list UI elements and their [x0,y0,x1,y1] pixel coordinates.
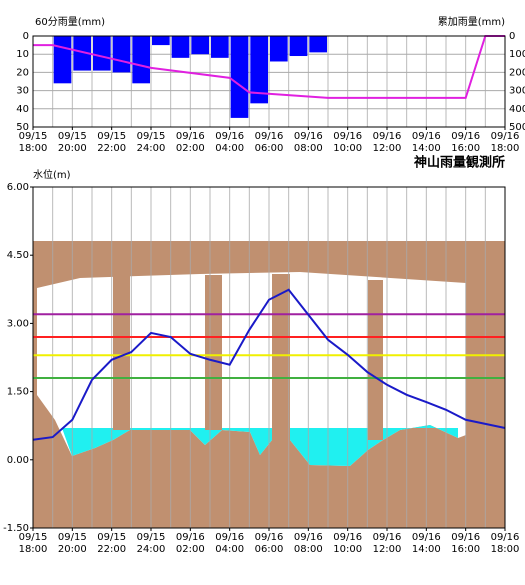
y-tick-label: 10 [16,49,29,60]
x-tick-label: 18:00 [491,544,520,555]
x-tick-label: 09/16 [451,532,480,543]
x-tick-label: 09/16 [176,532,205,543]
x-tick-label: 12:00 [373,143,402,154]
x-tick-label: 22:00 [97,143,126,154]
x-tick-label: 10:00 [333,143,362,154]
x-tick-label: 09/16 [215,532,244,543]
x-tick-label: 16:00 [451,143,480,154]
y-tick-label: 6.00 [7,182,29,193]
bar [290,36,308,56]
x-tick-label: 09/15 [97,532,126,543]
x-tick-label: 20:00 [58,143,87,154]
page: 60分雨量(mm) 累加雨量(mm) 神山雨量観測所 水位(m) 0 10 20 30… [0,0,525,585]
chart: 60分雨量(mm) 累加雨量(mm) 神山雨量観測所 水位(m) 0 10 20 30… [0,0,525,585]
bar [132,36,150,83]
bar [191,36,209,54]
x-tick-label: 09/16 [491,131,520,142]
bar [93,36,111,71]
bar [172,36,190,58]
y-axis-label: 60分雨量(mm) [35,16,105,28]
x-tick-label: 14:00 [412,544,441,555]
x-tick-label: 09/16 [215,131,244,142]
bar [270,36,288,61]
x-tick-label: 14:00 [412,143,441,154]
x-tick-label: 06:00 [255,544,284,555]
x-tick-label: 06:00 [255,143,284,154]
pier [368,280,383,440]
y-tick-label: 30 [16,86,29,97]
x-tick-label: 04:00 [215,143,244,154]
x-tick-label: 09/15 [58,532,87,543]
y-tick-label: 4.50 [7,250,29,261]
pier [272,274,290,440]
x-tick-label: 09/16 [294,131,323,142]
x-tick-label: 09/16 [255,532,284,543]
pier [205,275,222,430]
y2-tick-label: 0 [509,31,515,42]
x-tick-label: 24:00 [137,143,166,154]
y-tick-label: 0.00 [7,455,29,466]
x-tick-label: 08:00 [294,544,323,555]
x-tick-label: 09/16 [176,131,205,142]
y-tick-label: 20 [16,67,29,78]
y-axis-label: 水位(m) [33,168,71,181]
x-tick-label: 18:00 [19,544,48,555]
x-tick-label: 09/16 [451,131,480,142]
y2-tick-label: 400 [509,104,525,115]
bar [211,36,229,58]
x-tick-label: 24:00 [137,544,166,555]
x-tick-label: 18:00 [491,143,520,154]
x-tick-label: 09/16 [294,532,323,543]
chart-title: 神山雨量観測所 [414,155,505,171]
bar [152,36,170,45]
y2-tick-label: 300 [509,86,525,97]
x-tick-label: 09/15 [58,131,87,142]
x-tick-label: 20:00 [58,544,87,555]
x-tick-label: 10:00 [333,544,362,555]
bar [113,36,131,72]
x-tick-label: 22:00 [97,544,126,555]
x-tick-label: 09/16 [412,532,441,543]
x-tick-label: 09/16 [373,532,402,543]
x-tick-label: 04:00 [215,544,244,555]
x-tick-label: 12:00 [373,544,402,555]
x-tick-label: 09/16 [333,131,362,142]
x-tick-label: 09/15 [137,532,166,543]
x-tick-label: 09/15 [19,131,48,142]
x-tick-label: 09/15 [97,131,126,142]
x-tick-label: 09/16 [412,131,441,142]
x-tick-label: 09/16 [491,532,520,543]
y2-tick-label: 200 [509,67,525,78]
x-tick-label: 09/16 [255,131,284,142]
x-tick-label: 09/16 [333,532,362,543]
x-tick-label: 08:00 [294,143,323,154]
bar [309,36,327,52]
y-tick-label: 0 [23,31,29,42]
y2-tick-label: 100 [509,49,525,60]
x-tick-label: 09/16 [373,131,402,142]
y-tick-label: 40 [16,104,29,115]
x-tick-label: 02:00 [176,544,205,555]
x-tick-label: 18:00 [19,143,48,154]
x-tick-label: 02:00 [176,143,205,154]
bar [231,36,249,118]
y2-axis-label: 累加雨量(mm) [438,16,505,28]
bar [54,36,72,83]
y-tick-label: 1.50 [7,387,29,398]
x-tick-label: 09/15 [19,532,48,543]
x-tick-label: 16:00 [451,544,480,555]
x-tick-label: 09/15 [137,131,166,142]
y-tick-label: 3.00 [7,318,29,329]
